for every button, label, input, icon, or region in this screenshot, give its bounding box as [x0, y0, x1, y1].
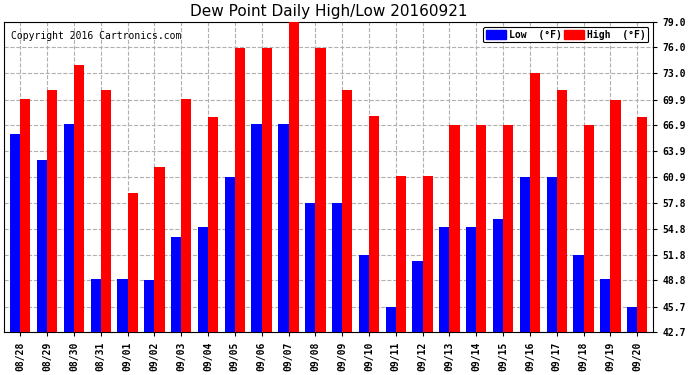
Bar	[235, 48, 245, 332]
Bar	[413, 261, 422, 332]
Bar	[520, 177, 530, 332]
Bar	[128, 193, 138, 332]
Bar	[251, 124, 262, 332]
Bar	[208, 117, 218, 332]
Bar	[422, 176, 433, 332]
Bar	[315, 48, 326, 332]
Bar	[396, 176, 406, 332]
Bar	[288, 22, 299, 332]
Bar	[449, 125, 460, 332]
Bar	[342, 90, 353, 332]
Bar	[503, 125, 513, 332]
Bar	[546, 177, 557, 332]
Bar	[155, 167, 165, 332]
Bar	[198, 227, 208, 332]
Bar	[144, 280, 155, 332]
Bar	[47, 90, 57, 332]
Bar	[90, 279, 101, 332]
Bar	[305, 203, 315, 332]
Bar	[530, 73, 540, 332]
Bar	[600, 279, 611, 332]
Bar	[225, 177, 235, 332]
Bar	[369, 116, 380, 332]
Bar	[359, 255, 369, 332]
Bar	[117, 279, 128, 332]
Bar	[627, 307, 637, 332]
Bar	[74, 65, 84, 332]
Bar	[332, 203, 342, 332]
Bar	[637, 117, 647, 332]
Text: Copyright 2016 Cartronics.com: Copyright 2016 Cartronics.com	[10, 31, 181, 41]
Legend: Low  (°F), High  (°F): Low (°F), High (°F)	[484, 27, 649, 42]
Bar	[101, 90, 111, 332]
Bar	[37, 159, 47, 332]
Bar	[557, 90, 567, 332]
Bar	[440, 227, 449, 332]
Bar	[10, 134, 20, 332]
Bar	[584, 125, 594, 332]
Bar	[386, 307, 396, 332]
Bar	[573, 255, 584, 332]
Bar	[466, 227, 476, 332]
Bar	[262, 48, 272, 332]
Bar	[20, 99, 30, 332]
Bar	[181, 99, 191, 332]
Bar	[278, 124, 288, 332]
Bar	[476, 125, 486, 332]
Bar	[171, 237, 181, 332]
Bar	[493, 219, 503, 332]
Bar	[63, 124, 74, 332]
Title: Dew Point Daily High/Low 20160921: Dew Point Daily High/Low 20160921	[190, 4, 468, 19]
Bar	[611, 100, 620, 332]
